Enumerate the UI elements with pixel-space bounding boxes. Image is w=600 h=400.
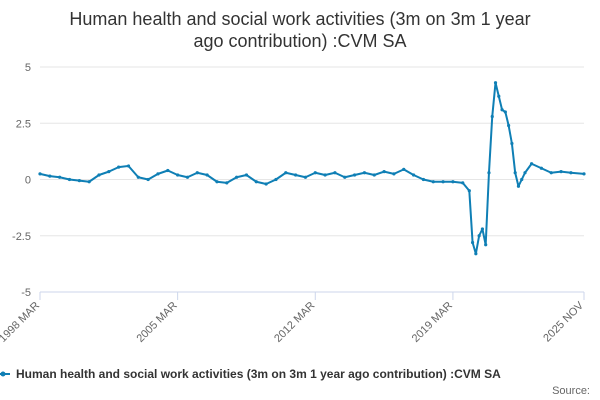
data-point[interactable] xyxy=(461,181,465,185)
data-point[interactable] xyxy=(107,170,111,174)
data-point[interactable] xyxy=(539,166,543,170)
y-tick-label: 0 xyxy=(25,175,31,187)
data-point[interactable] xyxy=(523,171,527,175)
data-point[interactable] xyxy=(372,173,376,177)
data-point[interactable] xyxy=(516,184,521,188)
series-group xyxy=(38,81,586,256)
chart-title-line-2: ago contribution) :CVM SA xyxy=(193,31,406,51)
y-tick-label: 5 xyxy=(25,62,31,74)
data-point[interactable] xyxy=(529,162,534,166)
y-tick-label: -2.5 xyxy=(12,231,31,243)
data-point[interactable] xyxy=(225,181,229,185)
data-point[interactable] xyxy=(254,180,258,184)
data-point[interactable] xyxy=(323,173,327,177)
data-point[interactable] xyxy=(582,172,586,176)
data-point[interactable] xyxy=(493,81,498,85)
data-point[interactable] xyxy=(244,173,249,177)
data-point[interactable] xyxy=(343,175,347,179)
data-point[interactable] xyxy=(474,252,478,256)
x-tick-label: 2005 MAR xyxy=(135,300,180,345)
x-tick-label: 2012 MAR xyxy=(272,300,317,345)
data-point[interactable] xyxy=(87,180,91,184)
data-point[interactable] xyxy=(451,180,455,184)
data-point[interactable] xyxy=(480,227,485,231)
data-point[interactable] xyxy=(264,182,268,186)
legend-dot-marker xyxy=(0,371,6,377)
data-point[interactable] xyxy=(467,189,471,193)
data-point[interactable] xyxy=(559,170,563,174)
data-point[interactable] xyxy=(520,177,524,182)
y-axis: 5 2.5 0 -2.5 -5 xyxy=(12,62,31,299)
x-tick-label: 2019 MAR xyxy=(410,300,455,345)
y-tick-label: 2.5 xyxy=(16,118,31,130)
data-point[interactable] xyxy=(195,171,199,175)
data-point[interactable] xyxy=(58,175,62,179)
data-point[interactable] xyxy=(484,243,488,247)
data-point[interactable] xyxy=(487,171,491,175)
data-point[interactable] xyxy=(510,141,514,146)
data-point[interactable] xyxy=(205,173,209,177)
data-point[interactable] xyxy=(431,180,435,184)
data-point[interactable] xyxy=(441,180,445,184)
data-point[interactable] xyxy=(313,171,317,175)
data-point[interactable] xyxy=(411,173,416,177)
series-line xyxy=(39,81,585,255)
chart-title-line-1: Human health and social work activities … xyxy=(69,9,530,29)
data-point[interactable] xyxy=(77,179,81,183)
data-point[interactable] xyxy=(166,168,170,173)
data-point[interactable] xyxy=(185,175,190,179)
data-point[interactable] xyxy=(126,164,131,168)
data-point[interactable] xyxy=(507,123,511,128)
data-point[interactable] xyxy=(549,171,553,175)
source-label: Source: xyxy=(552,385,590,397)
data-point[interactable] xyxy=(470,240,475,245)
data-point[interactable] xyxy=(235,175,239,179)
data-point[interactable] xyxy=(67,177,72,182)
data-point[interactable] xyxy=(382,170,386,174)
legend-label: Human health and social work activities … xyxy=(16,367,501,381)
data-point[interactable] xyxy=(146,177,150,182)
data-point[interactable] xyxy=(392,172,396,176)
data-point[interactable] xyxy=(362,171,367,175)
x-axis: 1998 MAR 2005 MAR 2012 MAR 2019 MAR 2025 NOV xyxy=(0,291,587,345)
data-point[interactable] xyxy=(117,165,121,169)
data-point[interactable] xyxy=(497,94,501,98)
grid-lines xyxy=(40,66,584,237)
data-point[interactable] xyxy=(333,171,337,175)
data-point[interactable] xyxy=(284,171,288,175)
data-point[interactable] xyxy=(156,172,160,176)
legend[interactable]: Human health and social work activities … xyxy=(0,367,501,381)
data-point[interactable] xyxy=(176,173,180,177)
data-point[interactable] xyxy=(513,171,517,175)
data-point[interactable] xyxy=(38,172,42,176)
y-tick-label: -5 xyxy=(21,287,31,299)
data-point[interactable] xyxy=(490,114,494,119)
data-point[interactable] xyxy=(500,108,504,112)
data-point[interactable] xyxy=(569,171,573,175)
data-point[interactable] xyxy=(97,173,101,177)
data-point[interactable] xyxy=(215,180,219,184)
data-point[interactable] xyxy=(353,173,357,177)
data-point[interactable] xyxy=(136,175,140,179)
x-tick-label: 1998 MAR xyxy=(0,300,42,345)
data-point[interactable] xyxy=(477,234,481,238)
data-point[interactable] xyxy=(421,177,426,182)
data-point[interactable] xyxy=(303,175,308,179)
data-point[interactable] xyxy=(503,110,507,114)
data-point[interactable] xyxy=(402,167,406,171)
x-tick-label: 2025 NOV xyxy=(541,299,586,344)
data-point[interactable] xyxy=(274,177,278,182)
data-point[interactable] xyxy=(294,173,298,177)
data-point[interactable] xyxy=(48,174,52,178)
